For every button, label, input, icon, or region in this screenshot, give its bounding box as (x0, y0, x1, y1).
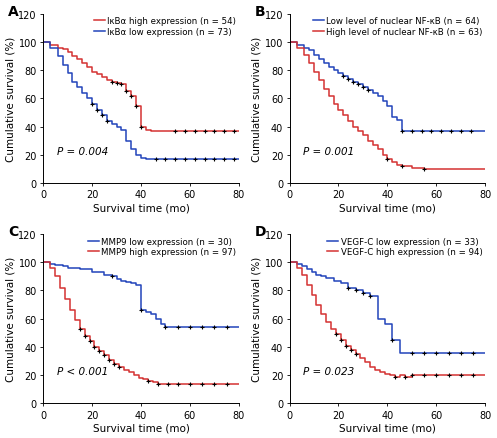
Y-axis label: Cumulative survival (%): Cumulative survival (%) (5, 257, 15, 381)
X-axis label: Survival time (mo): Survival time (mo) (92, 423, 189, 432)
Text: A: A (8, 4, 18, 18)
Legend: IκBα high expression (n = 54), IκBα low expression (n = 73): IκBα high expression (n = 54), IκBα low … (93, 17, 237, 38)
Text: C: C (8, 224, 18, 238)
Text: B: B (254, 4, 265, 18)
X-axis label: Survival time (mo): Survival time (mo) (339, 203, 436, 213)
Text: D: D (254, 224, 266, 238)
Text: P = 0.001: P = 0.001 (303, 147, 354, 157)
X-axis label: Survival time (mo): Survival time (mo) (92, 203, 189, 213)
Legend: MMP9 low expression (n = 30), MMP9 high expression (n = 97): MMP9 low expression (n = 30), MMP9 high … (86, 236, 237, 258)
X-axis label: Survival time (mo): Survival time (mo) (339, 423, 436, 432)
Text: P < 0.001: P < 0.001 (57, 367, 108, 376)
Y-axis label: Cumulative survival (%): Cumulative survival (%) (252, 37, 262, 162)
Legend: VEGF-C low expression (n = 33), VEGF-C high expression (n = 94): VEGF-C low expression (n = 33), VEGF-C h… (327, 236, 484, 258)
Y-axis label: Cumulative survival (%): Cumulative survival (%) (252, 257, 262, 381)
Text: P = 0.004: P = 0.004 (57, 147, 108, 157)
Text: P = 0.023: P = 0.023 (303, 367, 354, 376)
Y-axis label: Cumulative survival (%): Cumulative survival (%) (5, 37, 15, 162)
Legend: Low level of nuclear NF-κB (n = 64), High level of nuclear NF-κB (n = 63): Low level of nuclear NF-κB (n = 64), Hig… (312, 17, 484, 38)
